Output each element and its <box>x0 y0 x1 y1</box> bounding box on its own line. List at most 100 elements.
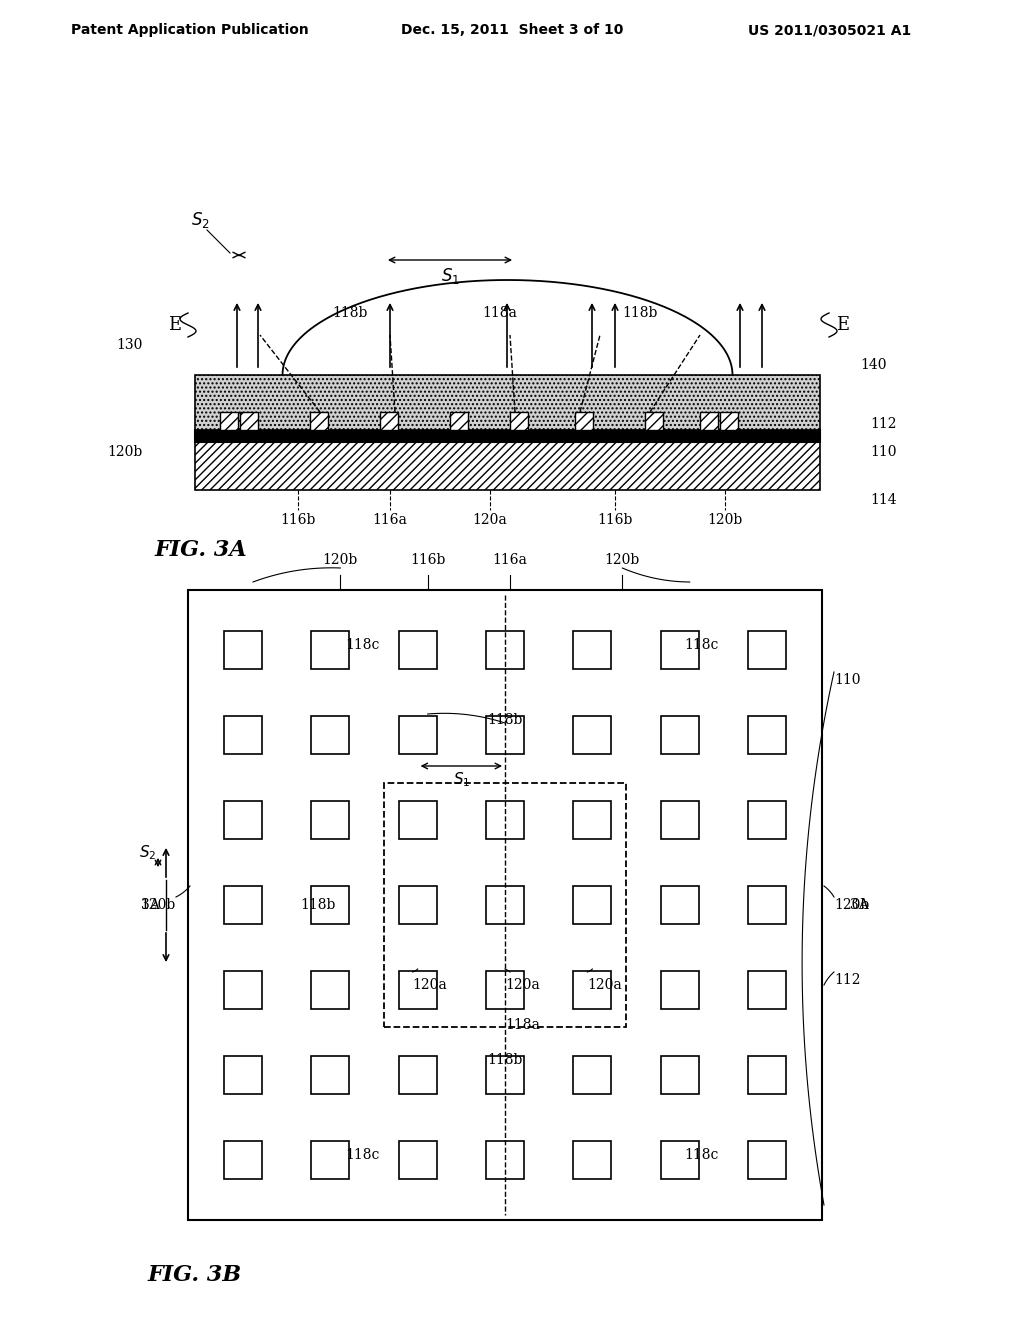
Bar <box>224 715 262 754</box>
Text: 110: 110 <box>834 673 860 686</box>
Bar <box>310 412 328 430</box>
Bar <box>311 631 349 669</box>
Text: $S_2$: $S_2$ <box>190 210 209 230</box>
Text: 116a: 116a <box>373 513 408 527</box>
Bar <box>195 430 820 442</box>
Bar <box>660 631 698 669</box>
Text: 120b: 120b <box>108 445 143 459</box>
Bar <box>311 801 349 840</box>
Bar <box>398 715 436 754</box>
Text: 120b: 120b <box>708 513 742 527</box>
Text: 120b: 120b <box>834 898 869 912</box>
Text: 118b: 118b <box>487 1053 522 1067</box>
Text: 120a: 120a <box>588 978 623 993</box>
Bar <box>573 631 611 669</box>
Bar <box>311 1056 349 1094</box>
Text: E: E <box>168 315 181 334</box>
Text: 118b: 118b <box>333 306 368 319</box>
Text: 116a: 116a <box>493 553 527 568</box>
Bar <box>398 1056 436 1094</box>
Bar <box>575 412 593 430</box>
Text: 112: 112 <box>834 973 860 987</box>
Bar <box>224 1056 262 1094</box>
Text: 116b: 116b <box>597 513 633 527</box>
Text: 118c: 118c <box>685 1148 719 1162</box>
Bar <box>398 886 436 924</box>
Bar <box>748 631 786 669</box>
Bar <box>748 972 786 1008</box>
Text: 118c: 118c <box>685 638 719 652</box>
Bar <box>398 972 436 1008</box>
Bar <box>220 412 238 430</box>
Bar <box>240 412 258 430</box>
Bar <box>660 1056 698 1094</box>
Bar <box>660 1140 698 1179</box>
Text: 118c: 118c <box>345 1148 380 1162</box>
Bar <box>195 375 820 430</box>
Text: 116b: 116b <box>281 513 315 527</box>
Text: 110: 110 <box>870 445 896 459</box>
Bar <box>573 801 611 840</box>
Text: 118a: 118a <box>505 1018 540 1032</box>
Bar <box>380 412 398 430</box>
Text: Dec. 15, 2011  Sheet 3 of 10: Dec. 15, 2011 Sheet 3 of 10 <box>400 22 624 37</box>
Text: 140: 140 <box>860 358 887 372</box>
Text: Patent Application Publication: Patent Application Publication <box>71 22 309 37</box>
Bar <box>573 1056 611 1094</box>
Bar <box>486 1140 524 1179</box>
Text: 112: 112 <box>870 417 896 432</box>
Text: 114: 114 <box>870 492 897 507</box>
Text: 130: 130 <box>117 338 143 352</box>
Bar <box>660 972 698 1008</box>
Text: 118c: 118c <box>345 638 380 652</box>
Bar <box>660 886 698 924</box>
Bar <box>224 886 262 924</box>
Bar <box>398 631 436 669</box>
Bar <box>748 886 786 924</box>
Text: $S_1$: $S_1$ <box>453 771 470 789</box>
Text: 118b: 118b <box>487 713 522 727</box>
Text: FIG. 3B: FIG. 3B <box>148 1265 242 1286</box>
Bar <box>573 1140 611 1179</box>
Text: 120a: 120a <box>473 513 507 527</box>
Bar <box>486 1056 524 1094</box>
Bar <box>700 412 718 430</box>
Bar <box>720 412 738 430</box>
Text: 120b: 120b <box>605 553 640 568</box>
Bar <box>486 972 524 1008</box>
Text: FIG. 3A: FIG. 3A <box>155 539 248 561</box>
Bar <box>311 715 349 754</box>
Bar <box>224 631 262 669</box>
Text: 120a: 120a <box>505 978 540 993</box>
Bar <box>224 801 262 840</box>
Bar <box>486 631 524 669</box>
Text: 120b: 120b <box>323 553 358 568</box>
Bar <box>645 412 663 430</box>
Text: 118b: 118b <box>623 306 657 319</box>
Bar <box>398 801 436 840</box>
Bar <box>486 715 524 754</box>
Bar <box>573 886 611 924</box>
Text: E: E <box>837 315 850 334</box>
Bar <box>748 801 786 840</box>
Bar <box>188 590 822 1220</box>
Bar <box>224 972 262 1008</box>
Text: 120a: 120a <box>413 978 447 993</box>
Bar <box>224 1140 262 1179</box>
Text: 120b: 120b <box>140 898 176 912</box>
Bar <box>573 972 611 1008</box>
Bar <box>311 972 349 1008</box>
Bar <box>748 1056 786 1094</box>
Text: 118a: 118a <box>482 306 517 319</box>
Bar <box>311 886 349 924</box>
Text: 116b: 116b <box>410 553 445 568</box>
Bar <box>450 412 468 430</box>
Bar <box>195 442 820 490</box>
Text: $S_2$: $S_2$ <box>139 843 157 862</box>
Text: 3A: 3A <box>141 898 160 912</box>
Bar <box>660 801 698 840</box>
Text: $S_1$: $S_1$ <box>440 267 460 286</box>
Bar <box>660 715 698 754</box>
Bar <box>486 886 524 924</box>
Bar <box>510 412 528 430</box>
